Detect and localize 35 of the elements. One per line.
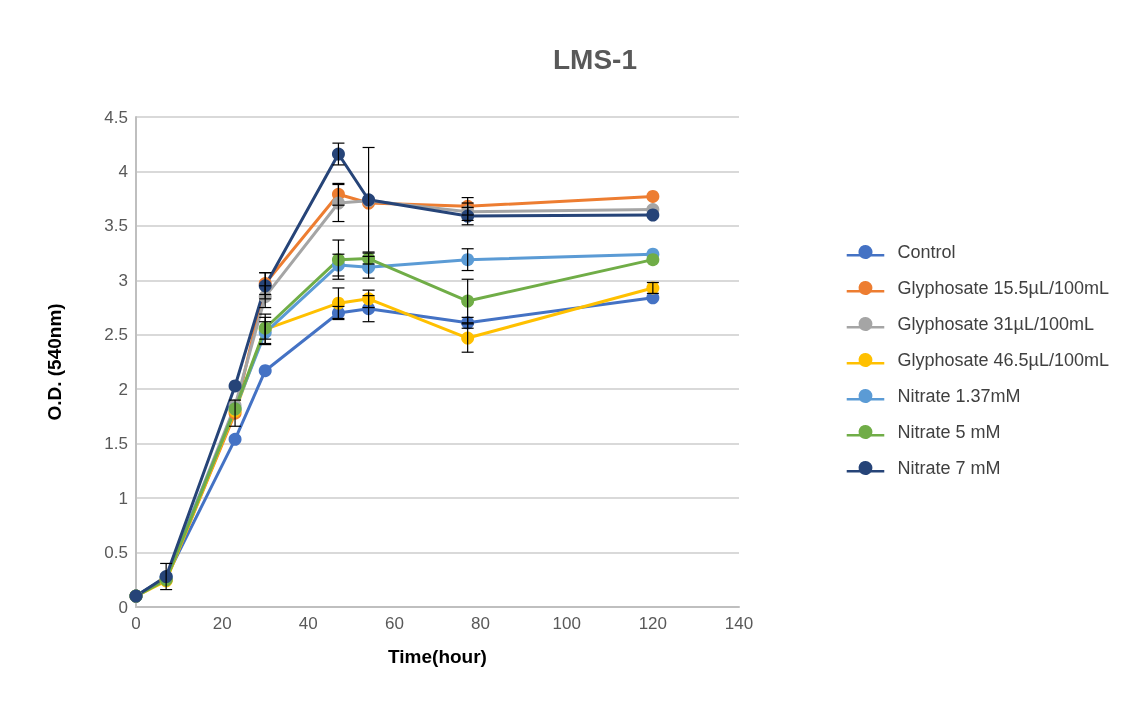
y-tick-label: 2 bbox=[118, 379, 128, 399]
legend-label: Glyphosate 15.5µL/100mL bbox=[897, 278, 1110, 298]
y-tick-label: 4.5 bbox=[104, 107, 128, 127]
x-tick-label: 0 bbox=[131, 614, 141, 633]
x-axis-title: Time(hour) bbox=[388, 646, 487, 667]
x-tick-label: 80 bbox=[471, 614, 491, 633]
x-tick-label: 120 bbox=[638, 614, 668, 633]
point bbox=[646, 208, 660, 222]
point bbox=[228, 432, 242, 446]
x-tick-label: 100 bbox=[552, 614, 581, 633]
y-tick-label: 2.5 bbox=[104, 325, 128, 345]
y-axis-title: O.D. (540nm) bbox=[44, 303, 65, 421]
y-tick-label: 0 bbox=[118, 597, 128, 617]
point bbox=[646, 189, 660, 203]
x-tick-label: 60 bbox=[384, 614, 404, 633]
y-tick-label: 1 bbox=[118, 488, 128, 508]
point bbox=[646, 253, 660, 267]
y-tick-label: 3 bbox=[118, 270, 128, 290]
point bbox=[461, 253, 475, 267]
x-tick-label: 20 bbox=[212, 614, 232, 633]
point bbox=[258, 364, 272, 378]
y-tick-label: 0.5 bbox=[104, 543, 128, 563]
legend-label: Control bbox=[897, 242, 956, 262]
x-tick-label: 40 bbox=[298, 614, 318, 633]
legend-label: Nitrate 5 mM bbox=[897, 422, 1001, 442]
y-tick-label: 1.5 bbox=[104, 434, 128, 454]
chart-title: LMS-1 bbox=[553, 43, 637, 75]
y-tick-label: 3.5 bbox=[104, 216, 128, 236]
y-tick-label: 4 bbox=[118, 161, 128, 181]
point bbox=[228, 379, 242, 393]
legend-label: Glyphosate 46.5µL/100mL bbox=[897, 350, 1110, 370]
x-tick-label: 140 bbox=[724, 614, 754, 633]
legend-label: Nitrate 7 mM bbox=[897, 458, 1001, 478]
legend-label: Nitrate 1.37mM bbox=[897, 386, 1021, 406]
legend-label: Glyphosate 31µL/100mL bbox=[897, 314, 1094, 334]
